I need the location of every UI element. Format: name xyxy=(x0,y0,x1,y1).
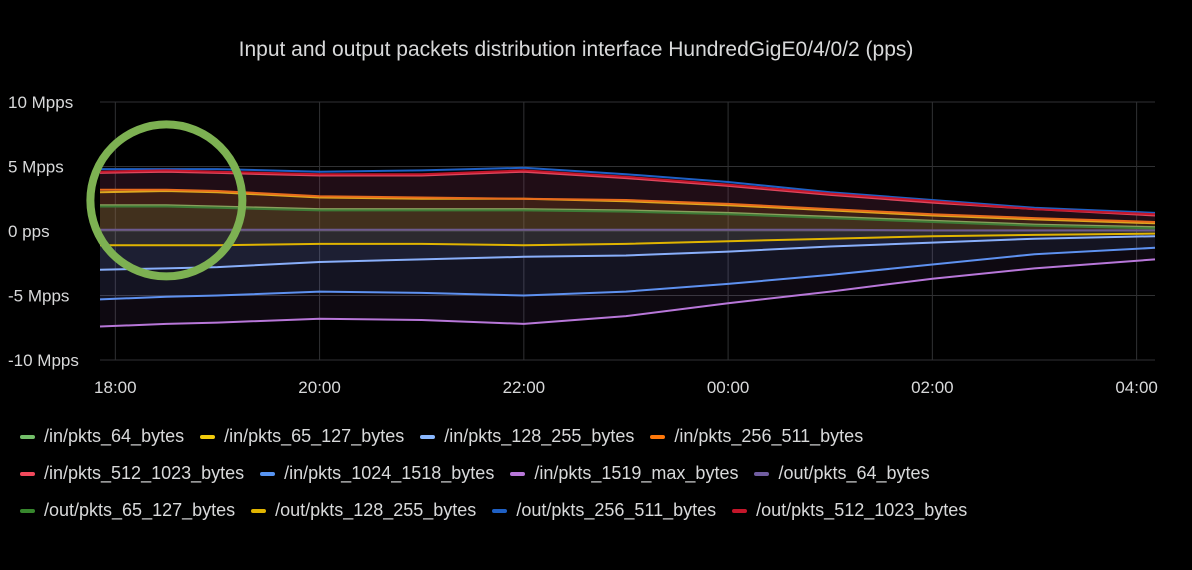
series-area xyxy=(100,231,1155,300)
series-line xyxy=(100,228,1155,232)
series-area xyxy=(100,231,1155,327)
legend-item[interactable]: /out/pkts_64_bytes xyxy=(754,463,930,484)
legend-label: /in/pkts_65_127_bytes xyxy=(224,426,405,446)
legend-item[interactable]: /out/pkts_65_127_bytes xyxy=(20,500,235,521)
series-area xyxy=(100,231,1155,246)
chart: Input and output packets distribution in… xyxy=(8,38,1158,397)
legend-item[interactable]: /in/pkts_1519_max_bytes xyxy=(510,463,738,484)
annotation-layer xyxy=(86,120,247,281)
legend-item[interactable]: /in/pkts_64_bytes xyxy=(20,426,184,447)
chart-title: Input and output packets distribution in… xyxy=(239,38,914,61)
legend-label: /in/pkts_512_1023_bytes xyxy=(44,463,245,483)
x-tick-label: 02:00 xyxy=(911,378,954,397)
legend-item[interactable]: /out/pkts_512_1023_bytes xyxy=(732,500,967,521)
legend-label: /in/pkts_256_511_bytes xyxy=(674,426,864,446)
x-tick-label: 20:00 xyxy=(298,378,341,397)
x-tick-label: 22:00 xyxy=(503,378,546,397)
series-line xyxy=(100,204,1156,229)
x-axis-ticks: 18:00 20:00 22:00 00:00 02:00 04:00 xyxy=(94,378,1158,397)
legend-swatch xyxy=(20,471,35,476)
series-area xyxy=(100,206,1155,231)
legend-swatch xyxy=(510,471,526,476)
series-area xyxy=(100,171,1155,231)
legend-label: /out/pkts_128_255_bytes xyxy=(275,500,477,520)
x-tick-label: 04:00 xyxy=(1115,378,1158,397)
series-line xyxy=(100,205,1156,230)
legend-label: /in/pkts_128_255_bytes xyxy=(444,426,635,446)
legend-item[interactable]: /in/pkts_65_127_bytes xyxy=(200,426,404,447)
series-layer xyxy=(99,166,1156,328)
y-axis-ticks: 10 Mpps 5 Mpps 0 pps -5 Mpps -10 Mpps xyxy=(8,93,79,370)
y-tick-label: -10 Mpps xyxy=(8,351,79,370)
legend-item[interactable]: /in/pkts_256_511_bytes xyxy=(650,426,863,447)
legend-swatch xyxy=(260,471,276,476)
series-line xyxy=(100,232,1156,247)
legend-row: /in/pkts_64_bytes/in/pkts_65_127_bytes/i… xyxy=(20,418,1180,455)
legend-item[interactable]: /out/pkts_256_511_bytes xyxy=(492,500,716,521)
x-tick-label: 00:00 xyxy=(707,378,750,397)
legend: /in/pkts_64_bytes/in/pkts_65_127_bytes/i… xyxy=(20,418,1180,529)
y-tick-label: -5 Mpps xyxy=(8,287,69,306)
legend-swatch xyxy=(754,471,770,476)
legend-swatch xyxy=(492,508,508,513)
y-tick-label: 10 Mpps xyxy=(8,93,73,112)
series-line xyxy=(100,166,1156,214)
series-line xyxy=(100,188,1156,223)
series-line xyxy=(99,246,1156,301)
legend-swatch xyxy=(650,434,666,439)
legend-label: /in/pkts_1024_1518_bytes xyxy=(284,463,495,483)
legend-swatch xyxy=(251,508,267,513)
legend-label: /out/pkts_256_511_bytes xyxy=(516,500,717,520)
legend-label: /out/pkts_64_bytes xyxy=(778,463,930,483)
series-area xyxy=(100,167,1155,231)
legend-swatch xyxy=(420,434,436,439)
legend-item[interactable]: /in/pkts_128_255_bytes xyxy=(420,426,634,447)
legend-label: /out/pkts_512_1023_bytes xyxy=(756,500,968,520)
legend-swatch xyxy=(20,508,35,513)
y-tick-label: 5 Mpps xyxy=(8,158,64,177)
series-line xyxy=(99,169,1156,216)
x-tick-label: 18:00 xyxy=(94,378,137,397)
legend-item[interactable]: /in/pkts_512_1023_bytes xyxy=(20,463,244,484)
legend-label: /in/pkts_64_bytes xyxy=(44,426,185,446)
legend-row: /out/pkts_65_127_bytes/out/pkts_128_255_… xyxy=(20,492,1180,529)
series-area xyxy=(100,205,1155,231)
series-line xyxy=(99,258,1156,328)
annotation-circle xyxy=(86,120,247,281)
legend-item[interactable]: /in/pkts_1024_1518_bytes xyxy=(260,463,494,484)
legend-swatch xyxy=(20,434,35,439)
legend-label: /in/pkts_1519_max_bytes xyxy=(534,463,739,483)
legend-swatch xyxy=(732,508,748,513)
legend-swatch xyxy=(200,434,216,439)
series-line xyxy=(99,170,1156,217)
legend-item[interactable]: /out/pkts_128_255_bytes xyxy=(251,500,476,521)
legend-row: /in/pkts_512_1023_bytes/in/pkts_1024_151… xyxy=(20,455,1180,492)
y-tick-label: 0 pps xyxy=(8,222,50,241)
legend-label: /out/pkts_65_127_bytes xyxy=(44,500,236,520)
series-area xyxy=(100,170,1155,231)
